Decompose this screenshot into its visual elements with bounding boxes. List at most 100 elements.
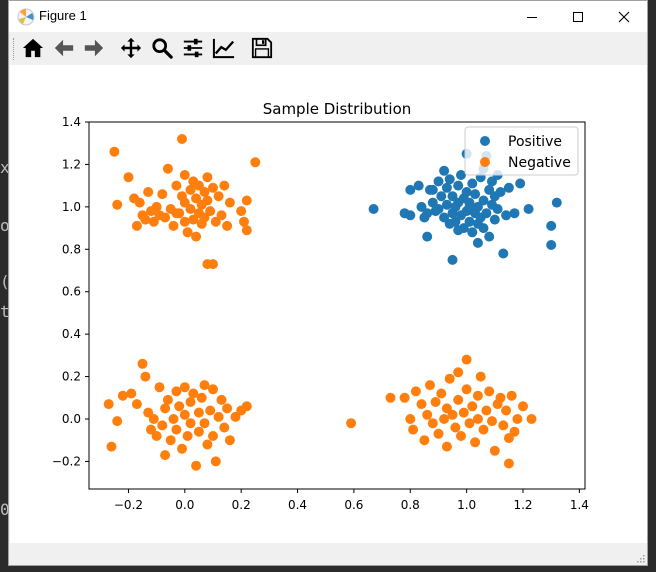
resize-grip-icon[interactable]: [635, 553, 645, 563]
point-negative: [503, 458, 514, 469]
points-layer: [103, 134, 562, 471]
point-negative: [199, 418, 210, 429]
toolbar-grip[interactable]: [13, 38, 16, 60]
point-negative: [154, 382, 165, 393]
point-negative: [131, 220, 142, 231]
title-bar[interactable]: Figure 1: [9, 1, 647, 32]
maximize-button[interactable]: [555, 1, 601, 32]
close-button[interactable]: [601, 1, 647, 32]
zoom-icon: [152, 38, 173, 59]
point-negative: [478, 424, 489, 435]
y-tick-label: 0.6: [62, 285, 81, 299]
scatter-plot: −0.2 0.0 0.2 0.4 0.6 0.8 1.0 1.2 1.4 −0.2 0.0 0.2 0.…: [52, 100, 589, 512]
point-positive: [368, 204, 379, 214]
customize-button[interactable]: [211, 35, 237, 61]
point-negative: [224, 435, 235, 446]
point-negative: [162, 163, 173, 174]
point-negative: [134, 197, 145, 208]
zoom-button[interactable]: [149, 35, 175, 61]
point-negative: [425, 380, 435, 391]
point-negative: [456, 431, 466, 441]
point-positive: [467, 227, 478, 238]
point-negative: [498, 420, 509, 431]
point-negative: [224, 197, 235, 208]
point-negative: [219, 180, 230, 191]
point-negative: [495, 392, 506, 403]
point-negative: [447, 409, 458, 420]
point-negative: [131, 399, 142, 410]
point-negative: [171, 208, 182, 219]
point-positive: [453, 180, 464, 191]
home-button[interactable]: [20, 35, 46, 61]
chart-title: Sample Distribution: [263, 100, 412, 118]
point-negative: [501, 405, 512, 416]
figure-window: Figure 1: [8, 0, 648, 566]
point-positive: [456, 170, 466, 180]
forward-button[interactable]: [81, 35, 107, 61]
point-negative: [241, 401, 252, 412]
point-negative: [205, 206, 216, 217]
point-negative: [174, 401, 185, 412]
subplots-button[interactable]: [180, 35, 206, 61]
point-negative: [472, 390, 483, 401]
point-negative: [405, 414, 416, 424]
window-title: Figure 1: [39, 8, 87, 23]
point-negative: [250, 157, 261, 168]
point-negative: [236, 206, 247, 217]
pan-button[interactable]: [118, 35, 144, 61]
point-positive: [453, 225, 464, 236]
point-positive: [495, 187, 506, 197]
ticks-layer: −0.2 0.0 0.2 0.4 0.6 0.8 1.0 1.2 1.4 −0.2 0.0 0.2 0.…: [52, 115, 589, 512]
point-negative: [526, 414, 537, 424]
x-tick-label: 1.2: [513, 498, 532, 512]
point-positive: [405, 210, 416, 221]
point-positive: [441, 182, 452, 193]
point-negative: [410, 386, 421, 397]
point-negative: [408, 424, 419, 435]
point-negative: [216, 394, 227, 405]
point-negative: [157, 420, 168, 431]
point-negative: [112, 416, 123, 427]
point-negative: [487, 416, 497, 427]
point-negative: [179, 216, 190, 227]
point-negative: [202, 195, 213, 206]
x-tick-label: 0.0: [175, 498, 194, 512]
y-tick-label: 0.8: [62, 242, 81, 256]
point-negative: [208, 384, 218, 395]
point-negative: [506, 390, 517, 401]
point-positive: [481, 208, 492, 219]
point-negative: [512, 414, 523, 424]
point-negative: [450, 422, 461, 433]
point-negative: [202, 172, 213, 183]
minimize-button[interactable]: [509, 1, 555, 32]
point-negative: [140, 371, 151, 382]
point-negative: [444, 373, 455, 384]
point-negative: [182, 431, 193, 441]
figure-canvas[interactable]: −0.2 0.0 0.2 0.4 0.6 0.8 1.0 1.2 1.4 −0.2 0.0 0.2 0.…: [10, 65, 647, 543]
desktop-glyph: t: [0, 302, 10, 321]
point-negative: [202, 439, 213, 450]
point-negative: [103, 399, 114, 410]
y-tick-label: −0.2: [52, 454, 81, 468]
y-tick-label: 1.2: [62, 157, 81, 171]
point-positive: [472, 218, 483, 229]
back-icon: [54, 39, 74, 57]
point-negative: [239, 216, 249, 227]
point-negative: [385, 392, 396, 403]
x-tick-label: 1.4: [570, 498, 589, 512]
point-negative: [467, 401, 478, 412]
point-positive: [461, 187, 472, 197]
point-positive: [546, 240, 557, 250]
back-button[interactable]: [51, 35, 77, 61]
point-negative: [241, 225, 252, 236]
save-button[interactable]: [249, 35, 275, 61]
minimize-icon: [527, 16, 537, 18]
legend-frame: [464, 126, 579, 176]
close-icon: [618, 11, 630, 22]
home-icon: [22, 38, 44, 58]
x-tick-label: 0.4: [288, 498, 307, 512]
point-negative: [143, 187, 154, 197]
point-positive: [464, 216, 475, 227]
point-negative: [433, 428, 444, 439]
point-negative: [489, 445, 500, 456]
